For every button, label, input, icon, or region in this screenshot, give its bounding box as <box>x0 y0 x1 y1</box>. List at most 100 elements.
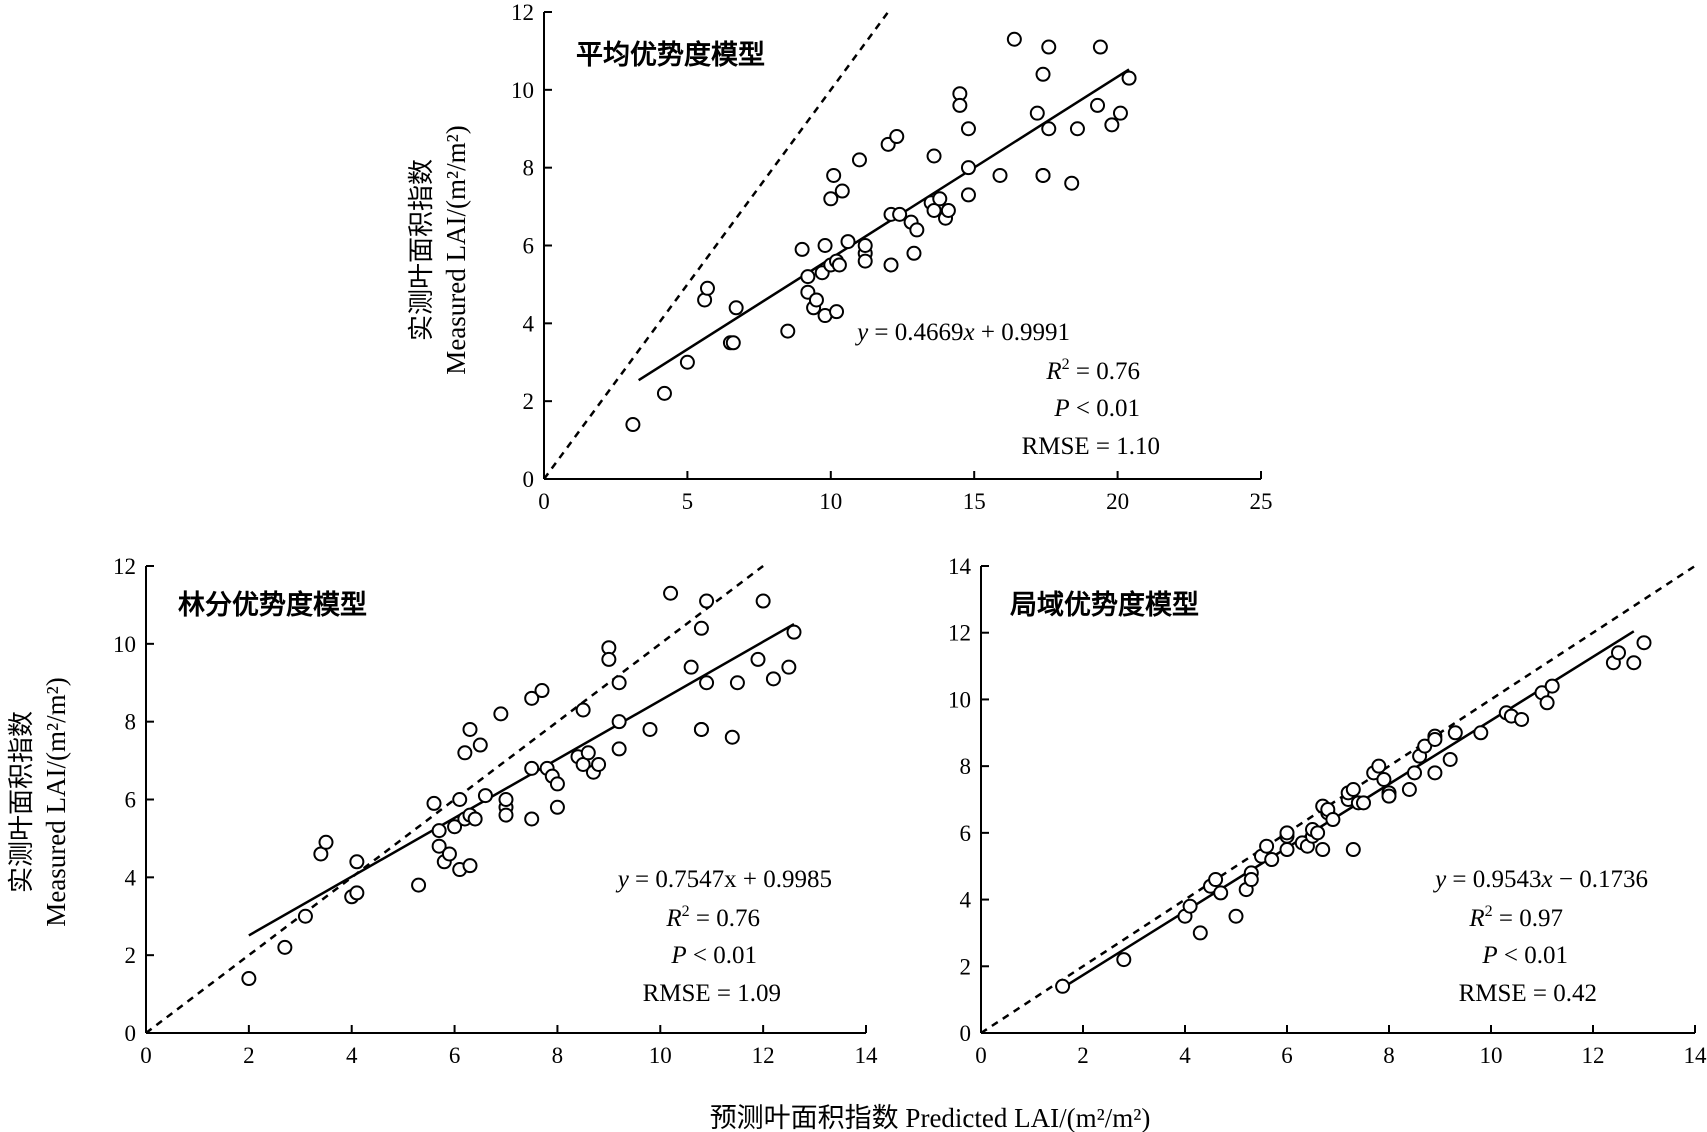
data-point <box>1345 842 1361 858</box>
data-point <box>472 737 488 753</box>
panel2-p: P < 0.01 <box>670 942 757 969</box>
data-point <box>909 222 925 238</box>
panel3-rmse: RMSE = 0.42 <box>1459 980 1597 1007</box>
data-point <box>1636 635 1652 651</box>
data-point <box>826 167 842 183</box>
data-point <box>1069 121 1085 137</box>
panel1-points <box>625 31 1137 433</box>
data-point <box>1315 842 1331 858</box>
data-point <box>534 683 550 699</box>
data-point <box>831 257 847 273</box>
data-point <box>1006 31 1022 47</box>
data-point <box>992 167 1008 183</box>
panel1-title: 平均优势度模型 <box>576 39 765 71</box>
panel-stand-dominance: 0 2 4 6 8 10 12 14 0 2 4 6 8 10 12 林分优势度模型 y = 0.7547x… <box>113 554 878 1068</box>
data-point <box>467 811 483 827</box>
one-to-one-line <box>542 11 890 480</box>
regression-line <box>637 68 1130 382</box>
data-point <box>441 846 457 862</box>
data-point <box>883 257 899 273</box>
panel1-r2: R2 = 0.76 <box>1045 356 1140 385</box>
panel1-p: P < 0.01 <box>1053 395 1140 422</box>
data-point <box>1228 908 1244 924</box>
y-tick-label: 4 <box>960 888 972 913</box>
data-point <box>906 245 922 261</box>
data-point <box>851 152 867 168</box>
data-point <box>580 745 596 761</box>
panel2-title: 林分优势度模型 <box>178 589 367 621</box>
data-point <box>1544 678 1560 694</box>
data-point <box>1192 925 1208 941</box>
data-point <box>1259 838 1275 854</box>
x-tick-label: 5 <box>682 489 694 514</box>
data-point <box>1182 898 1198 914</box>
data-point <box>1407 765 1422 781</box>
data-point <box>940 202 956 218</box>
data-point <box>840 234 856 250</box>
panel3-title: 局域优势度模型 <box>1010 589 1199 621</box>
bottom-y-label: 实测叶面积指数 Measured LAI/(m²/m²) <box>7 677 71 926</box>
data-point <box>1035 167 1051 183</box>
data-point <box>1539 695 1555 711</box>
data-point <box>1243 872 1259 888</box>
top-y-label-en: Measured LAI/(m²/m²) <box>441 125 471 374</box>
data-point <box>277 939 293 955</box>
data-point <box>524 760 540 776</box>
top-y-label-zh: 实测叶面积指数 <box>407 159 437 341</box>
x-tick-label: 20 <box>1106 489 1129 514</box>
x-tick-label: 14 <box>855 1043 879 1068</box>
data-point <box>1041 121 1057 137</box>
x-tick-label: 0 <box>975 1043 987 1068</box>
x-tick-label: 0 <box>140 1043 152 1068</box>
data-point <box>823 191 839 207</box>
data-point <box>1041 39 1057 55</box>
data-point <box>318 834 334 850</box>
y-tick-label: 14 <box>948 554 972 579</box>
data-point <box>834 183 850 199</box>
panel3-axes: 0 2 4 6 8 10 12 14 0 2 4 6 8 10 12 14 <box>948 554 1707 1068</box>
data-point <box>498 807 514 823</box>
data-point <box>642 721 658 737</box>
y-tick-label: 10 <box>948 687 971 712</box>
data-point <box>960 160 976 176</box>
data-point <box>601 651 617 667</box>
x-tick-label: 25 <box>1250 489 1273 514</box>
data-point <box>462 721 478 737</box>
data-point <box>729 675 745 691</box>
data-point <box>1064 175 1080 191</box>
data-point <box>693 620 709 636</box>
data-point <box>431 823 447 839</box>
data-point <box>1121 70 1137 86</box>
x-tick-label: 4 <box>346 1043 358 1068</box>
data-point <box>457 745 473 761</box>
panel2-axes: 0 2 4 6 8 10 12 14 0 2 4 6 8 10 12 <box>113 554 878 1068</box>
x-tick-label: 2 <box>243 1043 255 1068</box>
one-to-one-line <box>980 564 1696 1035</box>
x-tick-label: 0 <box>538 489 550 514</box>
data-point <box>781 659 797 675</box>
data-point <box>786 624 802 640</box>
panel-local-dominance: 0 2 4 6 8 10 12 14 0 2 4 6 8 10 12 14 局域优势度模型 y = 0.954… <box>948 554 1707 1068</box>
data-point <box>724 729 740 745</box>
x-tick-label: 2 <box>1077 1043 1089 1068</box>
y-tick-label: 10 <box>113 632 136 657</box>
data-point <box>952 97 968 113</box>
data-point <box>498 792 514 807</box>
data-point <box>725 335 741 351</box>
data-point <box>829 304 845 320</box>
data-point <box>857 253 873 269</box>
data-point <box>349 854 365 870</box>
y-tick-label: 0 <box>523 467 535 492</box>
data-point <box>960 187 976 203</box>
data-point <box>1447 725 1463 741</box>
y-tick-label: 6 <box>125 788 137 813</box>
data-point <box>477 788 493 804</box>
data-point <box>663 585 679 601</box>
x-tick-label: 14 <box>1684 1043 1707 1068</box>
data-point <box>524 690 540 706</box>
x-tick-label: 8 <box>1383 1043 1395 1068</box>
data-point <box>683 659 699 675</box>
data-point <box>1427 731 1443 747</box>
data-point <box>932 191 948 207</box>
data-point <box>1325 812 1341 828</box>
